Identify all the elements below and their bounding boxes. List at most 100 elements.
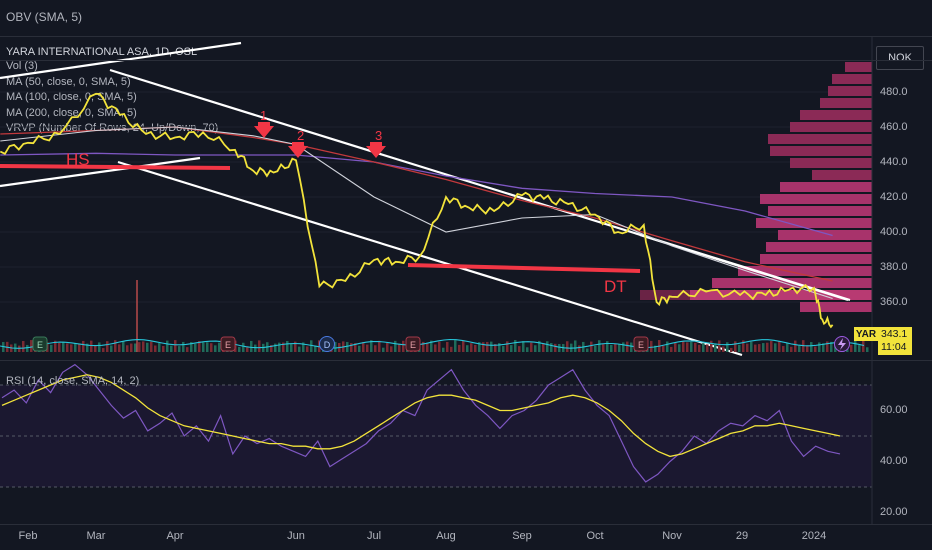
- volume-bar: [398, 343, 401, 352]
- rsi-ma-line: [1, 374, 841, 458]
- volume-bar: [182, 341, 185, 352]
- dt-label[interactable]: DT: [604, 277, 627, 296]
- volume-bar: [118, 344, 121, 352]
- volume-bar: [706, 344, 709, 352]
- trendlines[interactable]: [0, 41, 851, 357]
- volume-bar: [142, 341, 145, 352]
- earnings-marker[interactable]: E: [32, 336, 48, 352]
- volume-bar: [654, 345, 657, 352]
- volume-bar: [54, 340, 57, 352]
- arrow-2-icon[interactable]: 2: [288, 128, 308, 158]
- legend-line-ma50[interactable]: MA (50, close, 0, SMA, 5): [6, 75, 131, 88]
- volume-bar: [794, 340, 797, 352]
- volume-bar: [746, 343, 749, 352]
- symbol-title[interactable]: YARA INTERNATIONAL ASA, 1D, OSL: [6, 46, 198, 58]
- volume-bar: [610, 344, 613, 352]
- volume-bar: [518, 346, 521, 352]
- volume-bar: [370, 340, 373, 352]
- bar-countdown: 11:04: [881, 341, 907, 353]
- legend-line-ma200[interactable]: MA (200, close, 0, SMA, 5): [6, 106, 137, 119]
- lightning-icon[interactable]: [834, 336, 850, 352]
- volume-bar: [478, 342, 481, 352]
- volume-bar: [102, 348, 105, 352]
- volume-bar: [22, 340, 25, 352]
- rsi-tick: 40.00: [880, 455, 908, 467]
- volume-bar: [170, 345, 173, 352]
- volume-bar: [402, 340, 405, 352]
- volume-bar: [58, 342, 61, 352]
- currency-button[interactable]: NOK: [876, 46, 924, 70]
- volume-bar: [662, 345, 665, 352]
- volume-bar: [274, 343, 277, 352]
- volume-bar: [694, 342, 697, 352]
- volume-profile: [640, 62, 872, 312]
- price-tick: 400.0: [880, 226, 908, 238]
- volume-bar: [674, 342, 677, 352]
- support-lines[interactable]: [0, 164, 641, 273]
- volume-bar: [810, 342, 813, 352]
- volume-bar: [106, 341, 109, 352]
- volume-bar: [386, 342, 389, 352]
- volume-bar: [814, 346, 817, 352]
- volume-bar: [474, 344, 477, 352]
- arrow-2-label: 2: [297, 128, 304, 143]
- volume-bar: [430, 340, 433, 352]
- obv-indicator-title[interactable]: OBV (SMA, 5): [6, 10, 83, 24]
- volume-bar: [74, 343, 77, 352]
- volume-bar: [698, 344, 701, 352]
- volume-bar: [458, 344, 461, 352]
- volume-bar: [602, 344, 605, 352]
- volume-bar: [210, 343, 213, 352]
- volume-bar: [818, 342, 821, 352]
- volume-bar: [174, 340, 177, 352]
- volume-bar: [202, 342, 205, 352]
- pane-separator-rsi[interactable]: [0, 360, 932, 361]
- volume-bar: [82, 340, 85, 352]
- volume-bar: [278, 342, 281, 352]
- volume-bar: [482, 342, 485, 352]
- volume-bar: [822, 343, 825, 352]
- time-tick: Apr: [166, 530, 184, 542]
- volume-bar: [666, 341, 669, 352]
- last-price: 343.1: [881, 328, 908, 340]
- volume-bar: [350, 343, 353, 352]
- ma50-line: [0, 126, 833, 300]
- dividend-marker[interactable]: D: [319, 336, 335, 352]
- volume-bar: [830, 341, 833, 352]
- volume-bar: [198, 341, 201, 352]
- svg-text:D: D: [324, 340, 331, 350]
- time-axis-border: [0, 524, 932, 525]
- volume-bar: [574, 340, 577, 352]
- price-tick: 460.0: [880, 121, 908, 133]
- volume-bar: [382, 347, 385, 352]
- volume-bar: [218, 342, 221, 352]
- arrow-1-icon[interactable]: 1: [254, 108, 274, 138]
- obv-line: [0, 338, 865, 349]
- legend-line-vol[interactable]: Vol (3): [6, 60, 38, 72]
- volume-bar: [470, 343, 473, 352]
- volume-bar: [242, 342, 245, 352]
- volume-bar: [502, 346, 505, 352]
- volume-bar: [866, 347, 869, 352]
- arrow-3-icon[interactable]: 3: [366, 128, 386, 158]
- rsi-indicator-title[interactable]: RSI (14, close, SMA, 14, 2): [6, 375, 140, 387]
- volume-bar: [294, 341, 297, 352]
- volume-bar: [586, 348, 589, 352]
- volume-bar: [578, 345, 581, 352]
- volume-bar: [138, 342, 141, 352]
- earnings-marker[interactable]: E: [405, 336, 421, 352]
- volume-bar: [630, 342, 633, 352]
- volume-bar: [426, 343, 429, 352]
- hs-label[interactable]: HS: [66, 150, 90, 169]
- volume-bar: [66, 343, 69, 352]
- volume-bar: [318, 340, 321, 352]
- earnings-marker[interactable]: E: [220, 336, 236, 352]
- volume-bar: [206, 342, 209, 352]
- volume-bar: [62, 341, 65, 352]
- pane-separator-top[interactable]: [0, 36, 932, 37]
- volume-bar: [110, 345, 113, 352]
- svg-text:E: E: [410, 340, 416, 350]
- earnings-marker[interactable]: E: [633, 336, 649, 352]
- volume-bar: [126, 345, 129, 352]
